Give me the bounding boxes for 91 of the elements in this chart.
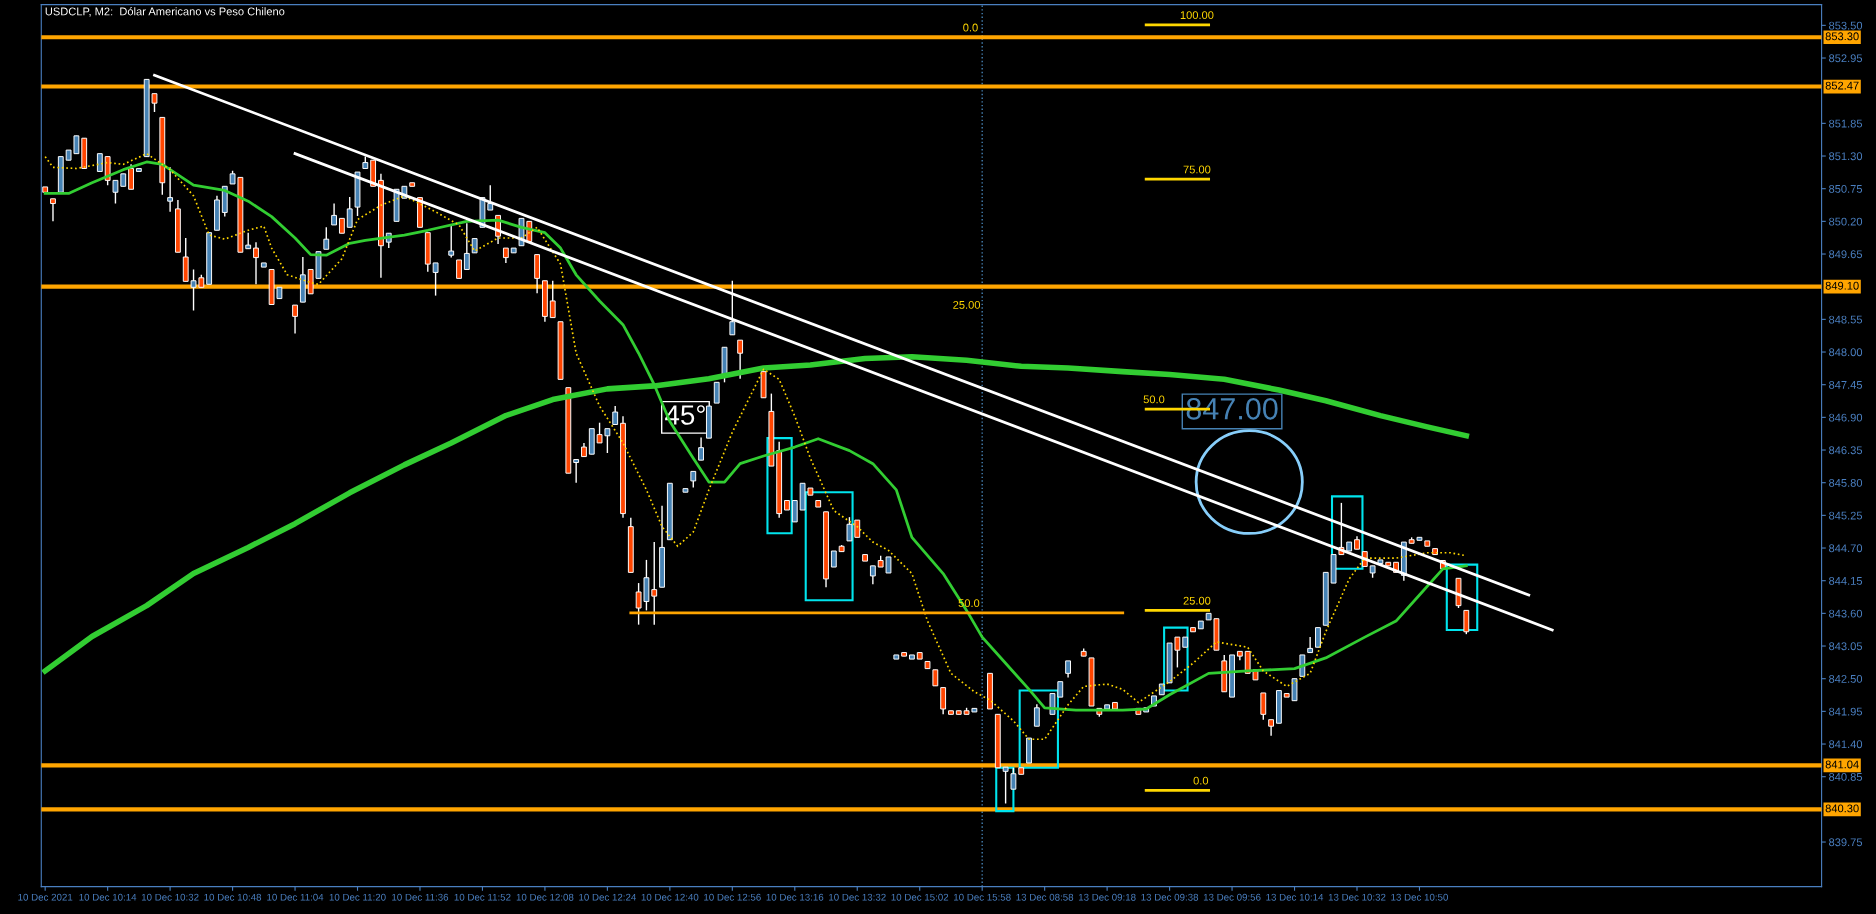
text: 850.20 xyxy=(1829,217,1863,226)
text: 841.40 xyxy=(1829,740,1863,749)
x-tick-label: 10 Dec 10:48 xyxy=(204,893,262,901)
candlestick xyxy=(791,499,798,523)
x-tick-label: 13 Dec 10:32 xyxy=(1328,893,1386,901)
text: 842.50 xyxy=(1829,674,1863,683)
candlestick xyxy=(463,222,470,271)
ref-line-label: 840.30 xyxy=(1825,804,1859,813)
text: 853.50 xyxy=(1829,21,1863,30)
text: 840.85 xyxy=(1829,772,1863,781)
candlestick xyxy=(448,224,455,259)
candlestick xyxy=(612,405,619,426)
x-tick-label: 10 Dec 12:08 xyxy=(516,893,574,901)
x-tick-label: 10 Dec 11:52 xyxy=(454,893,511,901)
x-tick-label: 13 Dec 09:56 xyxy=(1203,893,1261,901)
candlestick xyxy=(1307,636,1314,654)
x-tick-label: 10 Dec 15:58 xyxy=(954,893,1011,901)
text: 844.70 xyxy=(1829,544,1863,553)
x-tick-label: 10 Dec 12:24 xyxy=(579,893,637,901)
x-tick-label: 10 Dec 12:56 xyxy=(704,893,761,901)
candlestick xyxy=(432,262,439,297)
candlestick xyxy=(1010,767,1017,790)
x-tick-label: 10 Dec 13:32 xyxy=(829,893,886,901)
ref-line-label: 841.04 xyxy=(1825,760,1859,769)
candlestick xyxy=(456,259,462,280)
annotation: 75.00 xyxy=(1183,165,1211,174)
x-tick-label: 10 Dec 11:20 xyxy=(329,893,386,901)
text: 843.60 xyxy=(1829,609,1863,618)
annotation: 25.00 xyxy=(953,300,981,309)
text: 850.75 xyxy=(1829,184,1863,193)
x-tick-label: 13 Dec 08:58 xyxy=(1016,893,1074,901)
text: 841.95 xyxy=(1829,707,1863,716)
x-tick-label: 10 Dec 10:32 xyxy=(141,893,199,901)
text: 846.35 xyxy=(1829,446,1863,455)
ref-line-label: 849.10 xyxy=(1825,281,1859,290)
text: 851.85 xyxy=(1829,119,1863,128)
ref-line-label: 853.30 xyxy=(1825,32,1859,41)
candlestick xyxy=(737,339,744,380)
chart-title: USDCLP, M2: Dólar Americano vs Peso Chileno xyxy=(45,7,285,17)
text: 848.55 xyxy=(1829,315,1863,324)
candlestick xyxy=(346,196,353,228)
annotation: 847.00 xyxy=(1186,397,1278,420)
candlestick xyxy=(323,226,330,250)
candlestick xyxy=(50,198,56,223)
x-tick-label: 10 Dec 12:40 xyxy=(641,893,699,901)
candlestick xyxy=(651,541,658,626)
text: 847.45 xyxy=(1829,380,1863,389)
candlestick xyxy=(729,280,736,336)
candlestick xyxy=(1315,626,1321,648)
text: 839.75 xyxy=(1829,838,1863,847)
text: 844.15 xyxy=(1829,576,1863,585)
candlestick xyxy=(713,381,720,404)
x-tick-label: 10 Dec 10:14 xyxy=(79,893,137,901)
candlestick xyxy=(292,304,298,335)
candlestick xyxy=(869,565,876,585)
x-tick-label: 10 Dec 13:16 xyxy=(766,893,824,901)
candlestick xyxy=(331,202,337,226)
candlestick xyxy=(1260,692,1267,721)
text: 848.00 xyxy=(1829,348,1863,357)
candlestick xyxy=(253,241,259,286)
text: 849.65 xyxy=(1829,250,1863,259)
x-tick-label: 13 Dec 10:14 xyxy=(1266,893,1324,901)
text: 846.90 xyxy=(1829,413,1863,422)
annotation: 50.0 xyxy=(1143,395,1165,404)
x-tick-label: 10 Dec 11:36 xyxy=(392,893,449,901)
candlestick xyxy=(167,166,174,213)
x-tick-label: 13 Dec 09:38 xyxy=(1141,893,1199,901)
candlestick xyxy=(698,436,704,461)
ref-line-label: 852.47 xyxy=(1825,81,1859,90)
x-tick-label: 13 Dec 09:18 xyxy=(1078,893,1136,901)
candlestick xyxy=(1033,703,1040,727)
candlestick xyxy=(940,686,947,716)
text: 852.95 xyxy=(1829,54,1863,63)
text: 851.30 xyxy=(1829,152,1863,161)
x-tick-label: 10 Dec 15:02 xyxy=(891,893,949,901)
annotation: 100.00 xyxy=(1180,11,1214,19)
annotation: 25.00 xyxy=(1183,596,1211,605)
candlestick xyxy=(1463,609,1470,635)
x-tick-label: 13 Dec 10:50 xyxy=(1391,893,1448,901)
x-tick-label: 10 Dec 11:04 xyxy=(267,893,324,901)
candlestick xyxy=(573,458,580,484)
candlestick xyxy=(1002,766,1009,805)
text: 845.80 xyxy=(1829,478,1863,487)
x-tick-label: 10 Dec 2021 xyxy=(18,893,73,901)
candlestick xyxy=(534,253,541,294)
candlestick xyxy=(549,280,556,319)
text: 845.25 xyxy=(1829,511,1863,520)
annotation: 0.0 xyxy=(963,23,978,32)
annotation: 0.0 xyxy=(1193,776,1209,785)
text: 843.05 xyxy=(1829,642,1863,651)
candlestick xyxy=(128,163,134,190)
